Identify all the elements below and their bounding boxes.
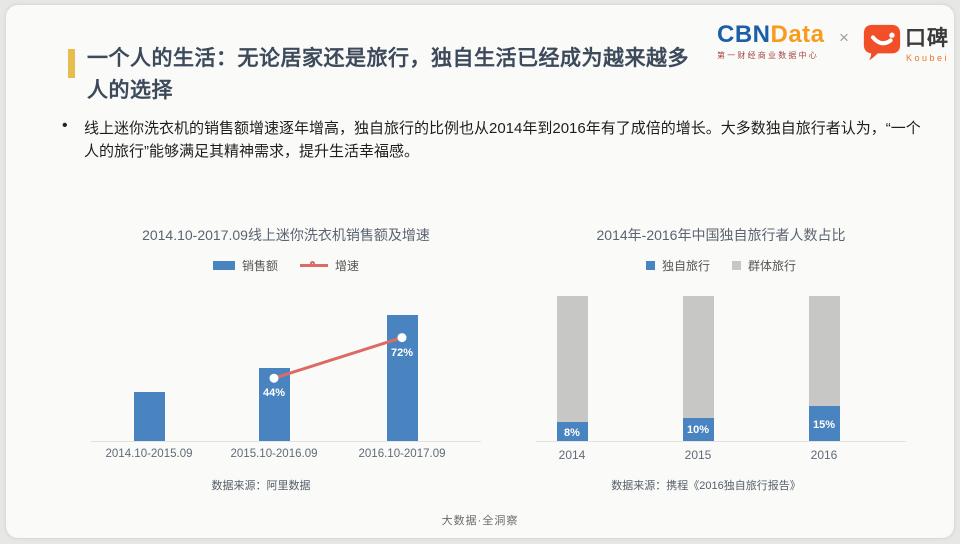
title-accent-bar [68, 49, 75, 78]
growth-legend-swatch-icon [300, 260, 328, 267]
x-axis-label: 2015.10-2016.09 [230, 448, 318, 460]
cbndata-cbn-text: CBN [717, 21, 771, 48]
cbndata-logo-text: CBNData [717, 23, 825, 47]
growth-marker [269, 373, 279, 383]
solo-travel-bar [808, 406, 840, 441]
koubei-logo-icon [863, 24, 901, 67]
page-title: 一个人的生活：无论居家还是旅行，独自生活已经成为越来越多 人的选择 [87, 43, 737, 106]
group-travel-bar [682, 296, 714, 418]
chart-right-x-axis: 2014 2015 2016 [536, 448, 906, 466]
chart-right-plot-area: 8% 10% 15% [536, 287, 906, 442]
group-legend-swatch-icon [732, 260, 741, 270]
group-legend-label: 群体旅行 [748, 258, 797, 273]
cbndata-data-text: Data [770, 21, 825, 48]
growth-value-label: 72% [390, 346, 414, 359]
x-axis-label: 2016 [810, 448, 838, 462]
x-axis-label: 2014 [558, 448, 586, 462]
slide: CBNData 第一财经商业数据中心 × 口碑 Koubei 一个人的生活：无论… [5, 4, 955, 539]
chart-left-plot-area: 44% 72% [91, 287, 481, 442]
koubei-logo-text: 口碑 Koubei [905, 22, 949, 63]
chart-left-title: 2014.10-2017.09线上迷你洗衣机销售额及增速 [142, 227, 430, 243]
solo-pct-label: 8% [564, 426, 580, 439]
chart-left-source: 数据来源：阿里数据 [211, 480, 311, 492]
page-title-line2: 人的选择 [87, 78, 173, 102]
page-title-line1: 一个人的生活：无论居家还是旅行，独自生活已经成为越来越多 [87, 47, 689, 70]
growth-value-label: 44% [262, 387, 286, 400]
chart-left-x-axis: 2014.10-2015.09 2015.10-2016.09 2016.10-20… [91, 448, 481, 466]
growth-line [269, 333, 407, 383]
solo-legend-label: 独自旅行 [661, 258, 710, 273]
bullet-marker: • [62, 117, 68, 134]
group-travel-bar [556, 296, 588, 423]
chart-right-source: 数据来源：携程《2016独自旅行报告》 [611, 480, 801, 492]
group-travel-bar [808, 296, 840, 407]
solo-travel-bar [556, 422, 588, 441]
chart-left-legend: 销售额 增速 [91, 258, 481, 273]
chart-solo-travel: 2014年-2016年中国独自旅行者人数占比 独自旅行 群体旅行 8% 10% 15… [536, 225, 906, 466]
solo-pct-label: 10% [686, 424, 710, 437]
growth-legend-label: 增速 [335, 258, 360, 273]
sales-bar [133, 392, 165, 441]
chart-washer-sales: 2014.10-2017.09线上迷你洗衣机销售额及增速 销售额 增速 44% 7… [91, 225, 481, 466]
x-axis-label: 2014.10-2015.09 [105, 448, 193, 460]
cbndata-logo: CBNData 第一财经商业数据中心 [717, 23, 825, 61]
footer-tagline: 大数据·全洞察 [441, 515, 519, 527]
chart-right-legend: 独自旅行 群体旅行 [536, 258, 906, 273]
collaboration-x: × [839, 28, 849, 47]
koubei-cn-text: 口碑 [905, 27, 949, 50]
x-axis-label: 2016.10-2017.09 [358, 448, 446, 460]
chart-right-title: 2014年-2016年中国独自旅行者人数占比 [596, 227, 846, 243]
summary-text: 线上迷你洗衣机的销售额增速逐年增高，独自旅行的比例也从2014年到2016年有了… [84, 120, 921, 161]
cbndata-subtitle: 第一财经商业数据中心 [717, 51, 819, 60]
growth-marker [397, 333, 407, 343]
x-axis-label: 2015 [684, 448, 712, 462]
solo-legend-swatch-icon [645, 260, 655, 270]
koubei-en-text: Koubei [906, 53, 950, 63]
sales-legend-swatch-icon [212, 260, 235, 270]
sales-legend-label: 销售额 [241, 258, 278, 273]
solo-pct-label: 15% [812, 418, 836, 431]
solo-travel-bar [682, 417, 714, 441]
